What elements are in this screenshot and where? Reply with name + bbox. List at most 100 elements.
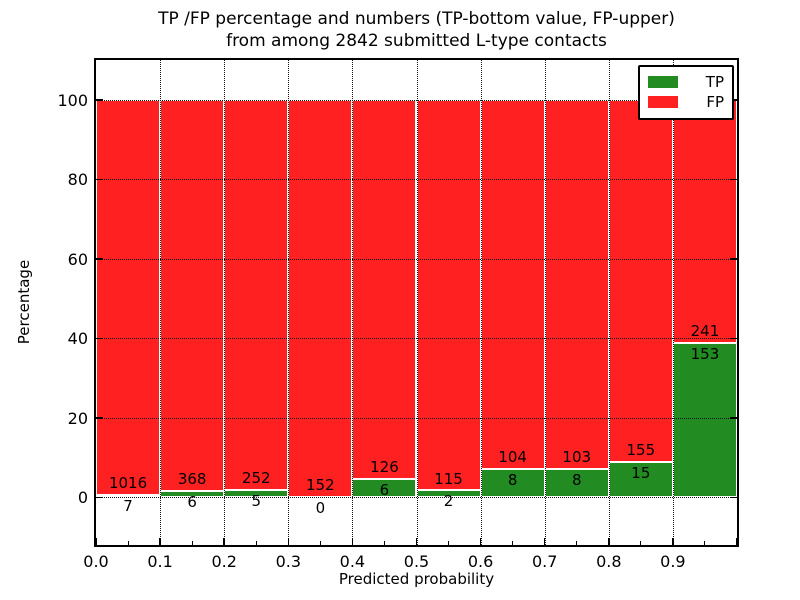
- x-tick-mark-major: [672, 538, 674, 545]
- chart-title: TP /FP percentage and numbers (TP-bottom…: [96, 8, 737, 52]
- tp-count-label: 0: [315, 499, 326, 518]
- legend-label-tp: TP: [705, 73, 724, 91]
- x-axis-label: Predicted probability: [338, 570, 495, 588]
- grid-line-vertical: [608, 60, 610, 545]
- fp-count-label: 126: [370, 458, 399, 477]
- x-tick-mark-minor: [448, 541, 450, 545]
- tp-count-label: 6: [187, 492, 197, 511]
- x-tick-label: 0.1: [147, 552, 173, 571]
- grid-line-vertical: [352, 60, 354, 545]
- y-tick-mark-right: [730, 337, 737, 340]
- y-tick-mark-right: [730, 417, 737, 419]
- x-tick-mark-major: [287, 538, 290, 545]
- bar-segment-fp: [544, 99, 609, 469]
- grid-line-vertical: [416, 60, 418, 545]
- fp-count-label: 155: [626, 441, 656, 460]
- x-tick-mark-minor: [704, 541, 706, 545]
- y-tick-label: 0: [77, 488, 88, 508]
- fp-count-label: 368: [177, 469, 207, 488]
- x-tick-mark-major: [159, 538, 161, 545]
- y-axis-label: Percentage: [15, 259, 33, 345]
- x-tick-label: 0.9: [660, 552, 686, 571]
- bar-segment-tp: [96, 494, 161, 498]
- chart-title-line1: TP /FP percentage and numbers (TP-bottom…: [158, 9, 675, 29]
- fp-swatch-icon: [648, 96, 678, 108]
- grid-layer: [96, 60, 737, 545]
- bar-segment-fp: [224, 99, 289, 490]
- tp-count-label: 5: [251, 491, 261, 510]
- grid-line-vertical: [672, 60, 674, 545]
- y-tick-mark-left: [96, 417, 103, 419]
- y-tick-mark-right: [730, 178, 737, 180]
- bar-segment-fp: [288, 99, 353, 498]
- y-tick-label: 80: [67, 170, 88, 190]
- y-tick-mark-left: [96, 99, 103, 101]
- fp-count-label: 103: [562, 447, 592, 466]
- x-tick-mark-major: [223, 538, 225, 545]
- tp-count-label: 153: [690, 344, 720, 363]
- x-tick-label: 0.0: [83, 552, 109, 571]
- grid-line-vertical: [224, 60, 226, 545]
- bar-segment-fp: [608, 99, 673, 463]
- bar-segment-fp: [672, 99, 737, 343]
- x-tick-mark-major: [95, 538, 97, 545]
- x-tick-label: 0.3: [275, 552, 302, 571]
- tp-count-label: 8: [507, 470, 518, 489]
- legend-row-fp: FP: [648, 92, 724, 112]
- bar-segment-tp: [480, 468, 545, 498]
- x-tick-mark-minor: [383, 541, 385, 545]
- tp-count-label: 8: [571, 470, 582, 489]
- y-tick-mark-right: [730, 258, 737, 260]
- fp-count-label: 115: [434, 469, 463, 488]
- legend-row-tp: TP: [648, 72, 724, 92]
- y-tick-mark-left: [96, 337, 103, 340]
- y-tick-label: 60: [67, 249, 88, 269]
- bar-segment-fp: [96, 99, 161, 495]
- x-tick-label: 0.4: [339, 552, 366, 571]
- fp-count-label: 1016: [108, 473, 148, 492]
- x-tick-mark-minor: [319, 541, 321, 545]
- x-tick-mark-minor: [255, 541, 257, 545]
- fp-count-label: 241: [690, 321, 720, 340]
- fp-count-label: 252: [241, 468, 271, 487]
- x-tick-mark-minor: [512, 541, 514, 545]
- tp-count-label: 6: [379, 481, 390, 500]
- x-tick-label: 0.2: [211, 552, 237, 571]
- bar-segment-tp: [608, 462, 673, 498]
- tp-count-label: 7: [123, 496, 133, 515]
- grid-line-vertical: [480, 60, 482, 545]
- x-tick-label: 0.8: [596, 552, 622, 571]
- x-tick-mark-major: [608, 538, 610, 545]
- y-tick-mark-right: [730, 496, 737, 499]
- x-tick-mark-minor: [640, 541, 642, 545]
- annotations-layer: 1016 7 368 6 252 5 152 0 126 6 115 2 104 8 103 8 155 15 24…: [96, 60, 737, 545]
- bars-layer: [96, 60, 737, 545]
- legend: TP FP: [638, 65, 734, 120]
- grid-line-vertical: [544, 60, 546, 545]
- grid-line-vertical: [288, 60, 290, 545]
- x-tick-label: 0.7: [531, 552, 558, 571]
- y-tick-mark-left: [96, 496, 103, 499]
- x-tick-mark-minor: [191, 541, 193, 545]
- bar-segment-tp: [544, 468, 609, 498]
- x-tick-mark-major: [543, 538, 546, 545]
- x-tick-mark-major: [479, 538, 482, 545]
- y-tick-mark-left: [96, 258, 103, 260]
- fp-count-label: 152: [306, 476, 335, 495]
- y-tick-label: 40: [67, 329, 88, 349]
- y-tick-mark-left: [96, 178, 103, 180]
- y-tick-label: 20: [67, 408, 88, 428]
- x-tick-mark-major: [351, 538, 354, 545]
- fp-count-label: 104: [498, 447, 527, 466]
- x-tick-mark-major: [415, 538, 418, 545]
- x-tick-mark-minor: [576, 541, 578, 545]
- x-tick-mark-minor: [127, 541, 129, 545]
- tp-count-label: 2: [443, 492, 454, 511]
- bar-segment-fp: [416, 99, 481, 491]
- plot-area: 1016 7 368 6 252 5 152 0 126 6 115 2 104 8 103 8 155 15 24…: [94, 58, 739, 547]
- chart-title-line2: from among 2842 submitted L-type contact…: [226, 31, 607, 51]
- grid-line-vertical: [160, 60, 162, 545]
- tp-swatch-icon: [648, 76, 678, 88]
- legend-label-fp: FP: [706, 93, 724, 111]
